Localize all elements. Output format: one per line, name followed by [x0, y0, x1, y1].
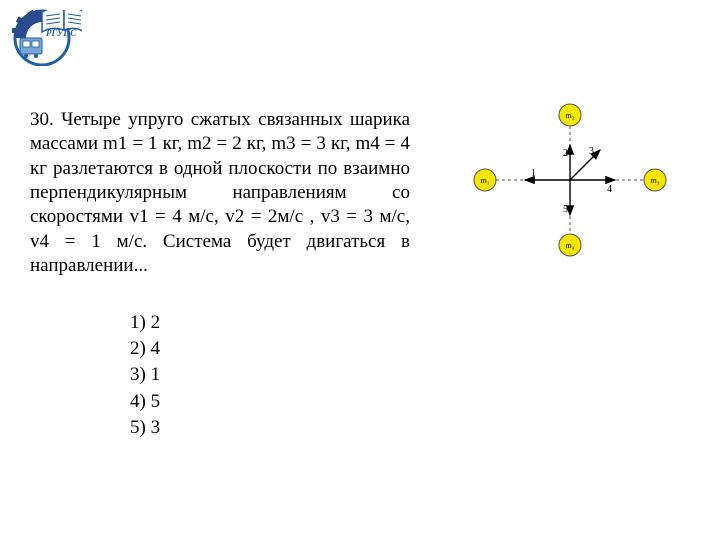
mass-label: m₂	[565, 111, 574, 120]
direction-label: 4	[607, 184, 612, 195]
logo-text: РГУПС	[46, 28, 77, 38]
problem-number: 30.	[30, 109, 54, 130]
direction-label: 3	[589, 146, 594, 157]
mass-label: m₃	[650, 176, 659, 185]
answer-option: 2) 4	[130, 336, 160, 362]
answer-option: 1) 2	[130, 310, 160, 336]
physics-diagram: 1 2 3 4 5 m₁ m₂ m₃ m₄	[455, 100, 685, 260]
answer-label: 1)	[130, 312, 146, 333]
direction-label: 2	[563, 148, 568, 159]
page-root: РГУПС 30. Четыре упруго сжатых связанных…	[0, 0, 720, 540]
direction-arrow	[570, 150, 600, 180]
answer-label: 3)	[130, 364, 146, 385]
answer-option: 3) 1	[130, 362, 160, 388]
answer-value: 5	[151, 391, 161, 412]
answer-list: 1) 2 2) 4 3) 1 4) 5 5) 3	[130, 310, 160, 441]
answer-value: 4	[151, 338, 161, 359]
answer-value: 3	[151, 417, 161, 438]
institution-logo: РГУПС	[6, 6, 86, 66]
mass-label: m₁	[480, 176, 489, 185]
problem-body: Четыре упруго сжатых связанных шарика ма…	[30, 109, 410, 276]
answer-label: 4)	[130, 391, 146, 412]
answer-value: 2	[151, 312, 161, 333]
problem-statement: 30. Четыре упруго сжатых связанных шарик…	[30, 108, 410, 278]
direction-label: 5	[563, 204, 568, 215]
answer-label: 5)	[130, 417, 146, 438]
mass-label: m₄	[565, 241, 574, 250]
direction-label: 1	[531, 168, 536, 179]
answer-label: 2)	[130, 338, 146, 359]
answer-option: 5) 3	[130, 415, 160, 441]
answer-value: 1	[151, 364, 161, 385]
answer-option: 4) 5	[130, 389, 160, 415]
